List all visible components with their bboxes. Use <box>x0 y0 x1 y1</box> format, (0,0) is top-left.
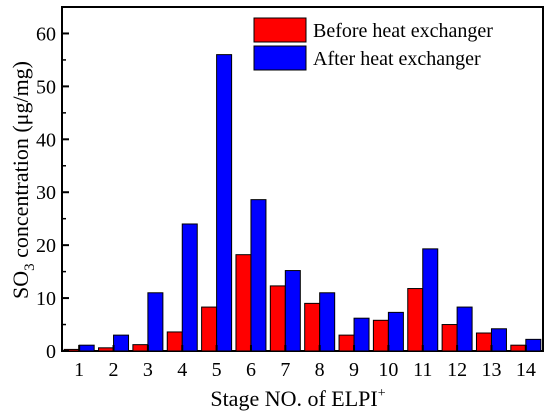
x-tick-label: 9 <box>349 359 359 381</box>
legend-swatch-after <box>253 45 307 71</box>
bar-after-stage-2 <box>113 334 130 352</box>
bar-after-stage-3 <box>147 292 164 352</box>
y-tick-label: 60 <box>36 23 56 45</box>
bar-after-stage-6 <box>250 199 267 352</box>
x-axis-title: Stage NO. of ELPI+ <box>210 386 385 411</box>
bar-after-stage-5 <box>216 54 233 352</box>
bar-after-stage-9 <box>353 317 370 352</box>
y-axis-title-suffix: concentration (μg/mg) <box>8 61 33 263</box>
bar-after-stage-12 <box>456 306 473 352</box>
bar-before-stage-2 <box>98 347 115 352</box>
x-axis-ticks: 1 2 3 4 5 6 7 8 9 10 11 12 13 14 <box>74 345 536 381</box>
bar-after-stage-1 <box>78 344 95 352</box>
x-tick-label: 10 <box>378 359 398 381</box>
x-tick-label: 3 <box>143 359 153 381</box>
x-tick-label: 11 <box>413 359 432 381</box>
y-tick-label: 0 <box>46 341 56 363</box>
x-tick-label: 12 <box>447 359 467 381</box>
y-axis-title-prefix: SO <box>8 271 33 299</box>
x-tick-label: 2 <box>109 359 119 381</box>
bar-before-stage-13 <box>475 332 492 352</box>
x-tick-label: 4 <box>177 359 187 381</box>
bar-after-stage-4 <box>181 223 198 352</box>
bars-layer <box>63 54 542 352</box>
legend-label-before: Before heat exchanger <box>313 20 493 42</box>
bar-after-stage-13 <box>490 328 507 352</box>
plot-frame <box>61 6 544 352</box>
bar-before-stage-12 <box>441 324 458 352</box>
bar-before-stage-3 <box>132 344 149 352</box>
x-tick-label: 13 <box>481 359 501 381</box>
legend-label-after: After heat exchanger <box>313 48 481 70</box>
bar-before-stage-8 <box>304 302 321 352</box>
y-axis-title: SO3 concentration (μg/mg) <box>8 61 38 299</box>
y-axis-title-subscript: 3 <box>22 263 38 271</box>
bar-after-stage-14 <box>525 338 542 352</box>
y-tick-label: 40 <box>36 129 56 151</box>
x-axis-title-main: Stage NO. of ELPI <box>210 386 377 411</box>
y-tick-label: 30 <box>36 182 56 204</box>
bar-before-stage-10 <box>372 319 389 352</box>
legend: Before heat exchanger After heat exchang… <box>253 17 493 71</box>
y-tick-label: 20 <box>36 235 56 257</box>
bar-before-stage-11 <box>407 288 424 352</box>
bar-before-stage-5 <box>201 306 218 352</box>
x-tick-label: 6 <box>246 359 256 381</box>
bar-after-stage-10 <box>387 311 404 352</box>
y-tick-label: 10 <box>36 288 56 310</box>
x-tick-label: 5 <box>212 359 222 381</box>
y-axis-ticks: 0 10 20 30 40 50 60 <box>36 23 69 363</box>
bar-after-stage-11 <box>422 248 439 352</box>
legend-swatch-before <box>253 17 307 43</box>
bar-after-stage-7 <box>284 270 301 352</box>
bar-before-stage-4 <box>166 331 183 352</box>
x-tick-label: 14 <box>516 359 536 381</box>
y-tick-label: 50 <box>36 76 56 98</box>
bar-before-stage-14 <box>510 344 527 352</box>
bar-before-stage-7 <box>269 285 286 352</box>
x-axis-title-superscript: + <box>378 386 386 401</box>
bar-before-stage-9 <box>338 334 355 352</box>
bar-after-stage-8 <box>319 292 336 352</box>
x-tick-label: 8 <box>315 359 325 381</box>
bar-before-stage-6 <box>235 254 252 352</box>
x-tick-label: 1 <box>74 359 84 381</box>
x-tick-label: 7 <box>280 359 290 381</box>
